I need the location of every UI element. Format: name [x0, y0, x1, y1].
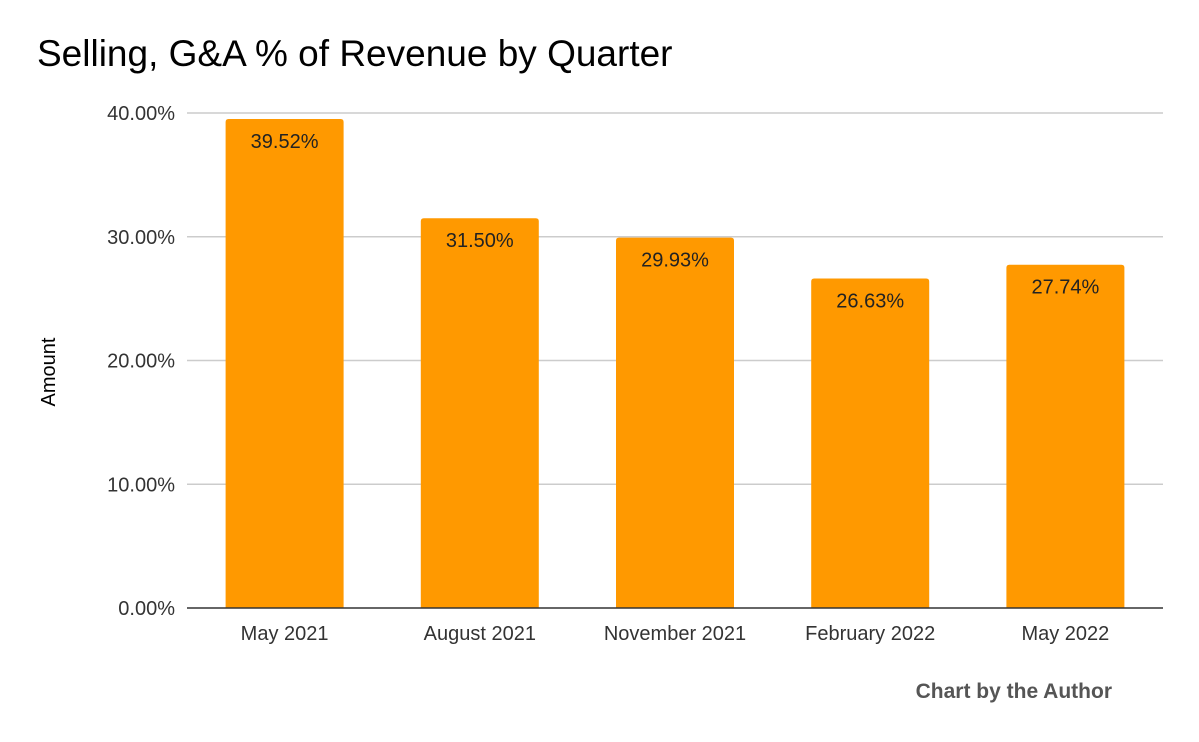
data-label: 26.63%	[836, 290, 904, 312]
y-tick-label: 30.00%	[107, 227, 175, 249]
y-axis-label: Amount	[38, 337, 60, 406]
y-tick-label: 0.00%	[118, 598, 175, 620]
bar	[1006, 264, 1125, 608]
bar	[811, 278, 930, 608]
data-label: 31.50%	[446, 230, 514, 252]
x-tick-label: May 2022	[1021, 623, 1109, 645]
data-label: 27.74%	[1031, 277, 1099, 299]
x-tick-label: August 2021	[424, 623, 536, 645]
bar	[616, 237, 734, 608]
chart-title: Selling, G&A % of Revenue by Quarter	[37, 33, 673, 74]
data-label: 39.52%	[251, 131, 319, 153]
x-tick-label: February 2022	[805, 623, 935, 645]
y-tick-label: 10.00%	[107, 474, 175, 496]
x-tick-label: May 2021	[241, 623, 329, 645]
y-tick-label: 40.00%	[107, 103, 175, 125]
y-tick-label: 20.00%	[107, 351, 175, 373]
bar	[225, 118, 344, 608]
data-label: 29.93%	[641, 250, 709, 272]
chart-credit: Chart by the Author	[915, 680, 1112, 703]
x-tick-label: November 2021	[604, 623, 746, 645]
bar	[420, 218, 539, 608]
